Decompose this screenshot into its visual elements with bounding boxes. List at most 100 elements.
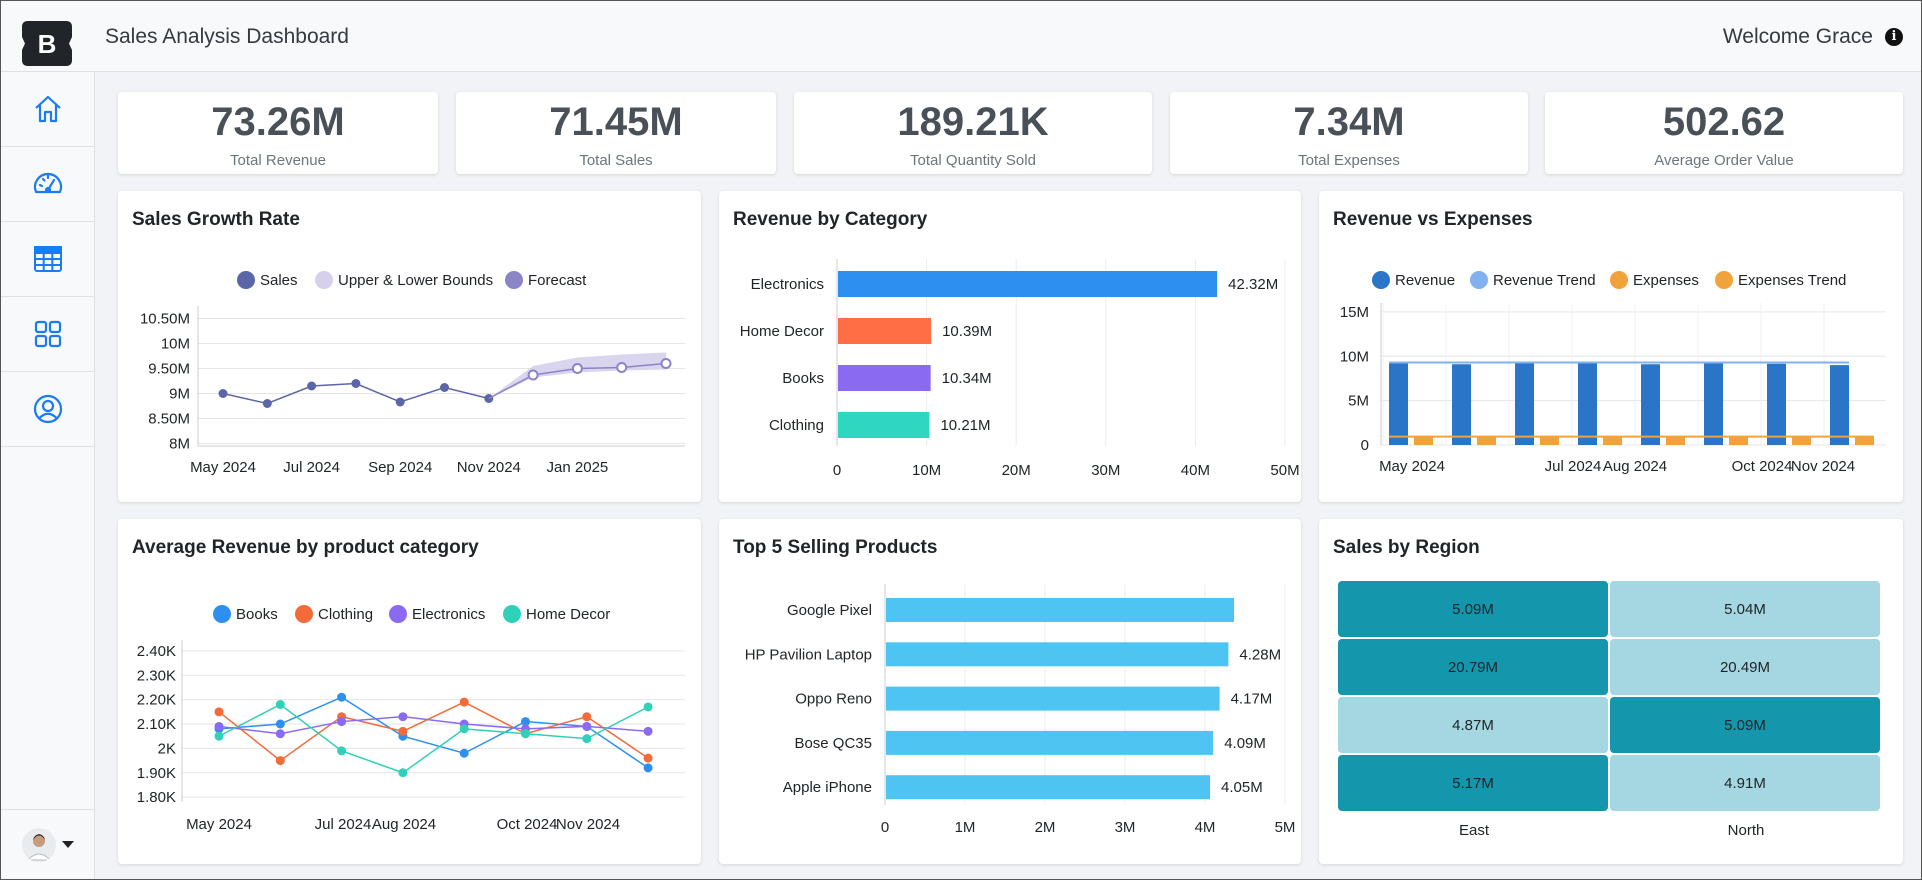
y-tick-label: 1.90K: [137, 765, 176, 782]
series-line: [218, 701, 649, 762]
sales-growth-card: Sales Upper & Lower Bounds Forecast 10.50M 1…: [118, 191, 701, 502]
heatmap-cell: 5.17M: [1338, 755, 1608, 811]
series-line: [218, 696, 649, 769]
sales-growth-chart: Sales Upper & Lower Bounds Forecast 10.50M 1…: [140, 271, 685, 476]
legend-label: Expenses Trend: [1738, 272, 1846, 289]
data-label: 4.17M: [1231, 691, 1273, 708]
bar: [886, 598, 1234, 622]
heatmap-cell: 5.04M: [1610, 581, 1880, 637]
top-header: B Sales Analysis Dashboard Welcome Grace…: [1, 1, 1921, 72]
sidebar-item-profile[interactable]: [1, 372, 95, 447]
x-tick-label: Nov 2024: [1791, 458, 1855, 475]
series-point: [582, 734, 592, 744]
x-tick-label: 4M: [1195, 819, 1216, 836]
user-menu[interactable]: [1, 809, 95, 879]
bootstrap-logo-icon[interactable]: B: [22, 21, 72, 66]
info-icon[interactable]: i: [1885, 28, 1903, 46]
series-point: [643, 753, 653, 763]
forecast-point: [527, 369, 539, 381]
revenue-bar: [1641, 364, 1660, 445]
x-tick-label: 0: [833, 462, 841, 479]
expenses-bar: [1414, 436, 1433, 445]
sales-point: [218, 389, 228, 398]
kpi-label: Total Expenses: [1298, 152, 1400, 169]
y-tick-label: 5M: [1348, 393, 1369, 410]
x-tick-label: Jul 2024: [1545, 458, 1602, 475]
data-label: 10.34M: [942, 370, 992, 387]
series-point: [521, 717, 530, 727]
page-title: Sales Analysis Dashboard: [105, 25, 349, 48]
expenses-bar: [1666, 436, 1685, 445]
y-tick-label: 9.50M: [148, 361, 190, 378]
x-tick-label: May 2024: [186, 816, 252, 833]
legend-marker: [503, 605, 521, 623]
x-tick-label: 20M: [1002, 462, 1031, 479]
legend-marker: [213, 605, 231, 623]
kpi-value: 7.34M: [1293, 100, 1405, 144]
x-tick-label: 0: [881, 819, 889, 836]
y-tick-label: 8M: [169, 436, 190, 453]
kpi-label: Total Sales: [579, 152, 653, 169]
data-label: 10.21M: [940, 417, 990, 434]
x-tick-label: Oct 2024: [497, 816, 558, 833]
category-label: Apple iPhone: [783, 779, 872, 796]
revenue-category-chart: 0 10M 20M 30M 40M 50M Electronics 42.32M Home De…: [740, 259, 1300, 479]
y-tick-label: 2.10K: [137, 716, 176, 733]
series-point: [275, 719, 285, 729]
x-tick-label: Jan 2025: [547, 459, 609, 476]
series-point: [459, 697, 469, 707]
speedometer-icon: [33, 172, 63, 194]
category-label: Clothing: [769, 417, 824, 434]
chevron-down-icon: [62, 841, 74, 848]
legend-marker: [315, 271, 333, 289]
sales-point: [440, 383, 449, 392]
x-tick-label: Jul 2024: [315, 816, 372, 833]
data-label: 10.39M: [942, 323, 992, 340]
svg-text:B: B: [38, 29, 57, 59]
kpi-value: 189.21K: [897, 100, 1049, 144]
bar: [886, 686, 1220, 711]
series-point: [398, 712, 408, 722]
x-tick-label: North: [1727, 822, 1765, 839]
legend-marker: [1715, 271, 1733, 289]
x-tick-label: 3M: [1115, 819, 1136, 836]
avatar: [22, 827, 56, 862]
x-tick-label: 40M: [1181, 462, 1210, 479]
legend-marker: [1470, 271, 1488, 289]
y-tick-label: 10.50M: [140, 311, 190, 328]
legend-marker: [505, 271, 523, 289]
legend-label: Home Decor: [526, 606, 610, 623]
legend-marker: [295, 605, 313, 623]
sidebar-item-table[interactable]: [1, 222, 95, 297]
legend-label: Expenses: [1633, 272, 1699, 289]
expenses-bar: [1792, 436, 1811, 445]
legend-marker: [389, 605, 407, 623]
series-point: [521, 729, 530, 739]
sidebar-item-home[interactable]: [1, 72, 95, 147]
sidebar: [1, 72, 95, 879]
card-title: Average Revenue by product category: [132, 537, 479, 558]
revenue-bar: [1767, 363, 1786, 445]
bar: [838, 318, 932, 344]
series-point: [337, 746, 347, 756]
card-title: Revenue vs Expenses: [1333, 209, 1533, 230]
series-point: [214, 731, 224, 741]
heatmap-cell: 20.79M: [1338, 639, 1608, 695]
y-tick-label: 2K: [158, 740, 176, 757]
kpi-label: Average Order Value: [1654, 152, 1794, 169]
sales-region-card: Sales by Region 5.09M 5.04M 20.79M 20.49M 4.…: [1319, 519, 1903, 864]
category-label: Electronics: [751, 276, 824, 293]
person-circle-icon: [33, 394, 63, 424]
sidebar-item-dashboard[interactable]: [1, 147, 95, 222]
category-label: Books: [782, 370, 824, 387]
category-label: HP Pavilion Laptop: [745, 646, 872, 663]
sales-point: [307, 381, 317, 391]
category-label: Bose QC35: [794, 735, 872, 752]
sidebar-item-apps[interactable]: [1, 297, 95, 372]
card-title: Top 5 Selling Products: [733, 537, 938, 558]
data-label: 4.09M: [1224, 735, 1266, 752]
legend-label: Upper & Lower Bounds: [338, 272, 493, 289]
kpi-value: 71.45M: [549, 100, 683, 144]
house-icon: [35, 95, 61, 123]
series-point: [275, 729, 285, 739]
